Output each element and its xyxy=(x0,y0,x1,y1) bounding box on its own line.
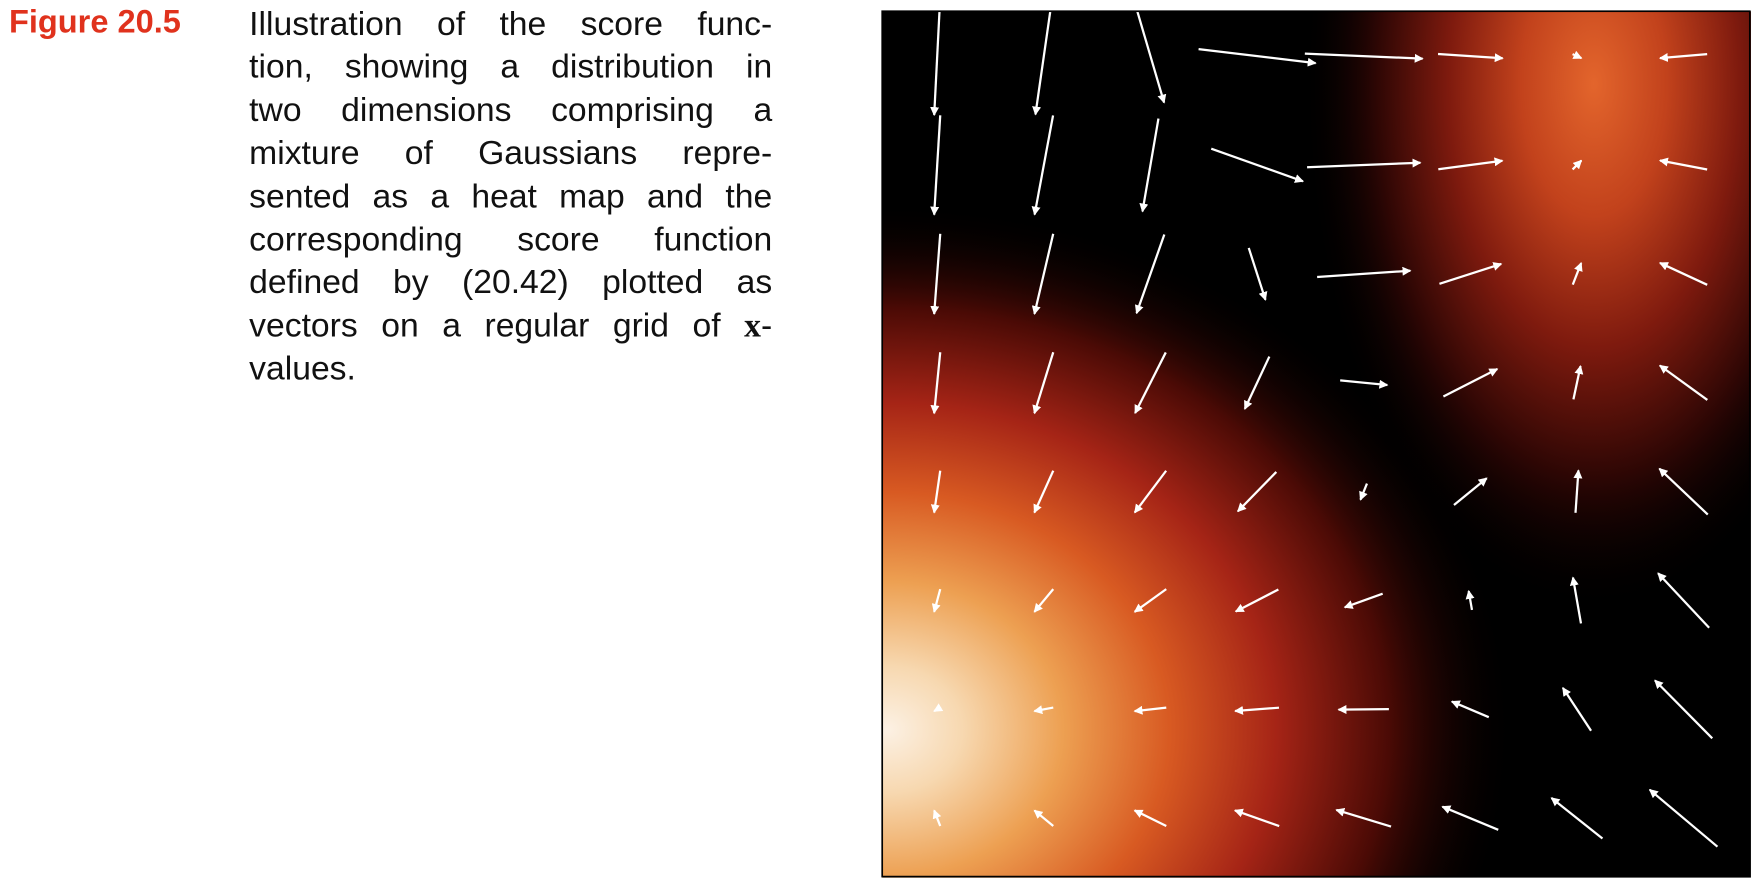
score-vector xyxy=(1439,262,1503,285)
score-vector xyxy=(931,588,942,613)
caption-line: defined by (20.42) plotted as xyxy=(249,264,773,302)
caption-line: two dimensions comprising a xyxy=(249,91,773,129)
score-vector xyxy=(1437,52,1504,63)
score-vector xyxy=(1033,588,1055,613)
score-vector xyxy=(1139,118,1160,213)
score-vector xyxy=(1247,247,1268,301)
score-vector xyxy=(1307,158,1422,169)
score-vector xyxy=(1134,234,1166,315)
caption-line: vectors on a regular grid of x- xyxy=(249,305,772,348)
score-vector xyxy=(1572,364,1584,400)
score-vector xyxy=(1304,52,1424,63)
caption-line: tion, showing a distribution in xyxy=(249,48,773,86)
score-vector xyxy=(1136,11,1167,104)
score-vector xyxy=(1233,808,1280,828)
score-vector xyxy=(1438,157,1504,171)
score-vector xyxy=(1133,588,1167,613)
caption-text: vectors on a regular grid of xyxy=(249,307,745,345)
caption-line: sented as a heat map and the xyxy=(249,177,773,216)
score-vector xyxy=(1033,470,1055,514)
score-vector xyxy=(1658,364,1708,401)
score-vector xyxy=(1658,467,1709,516)
score-vector xyxy=(932,809,942,827)
score-vector xyxy=(1337,705,1389,715)
score-vector xyxy=(1658,52,1708,62)
score-vector xyxy=(1134,351,1167,415)
score-vector xyxy=(1133,809,1167,828)
score-vector xyxy=(1198,48,1317,67)
score-vector xyxy=(1032,351,1055,415)
score-vector xyxy=(1234,705,1280,715)
score-vector xyxy=(930,233,942,316)
score-vector xyxy=(1343,592,1384,609)
score-vector xyxy=(933,703,944,713)
score-vector xyxy=(1335,807,1392,828)
score-vector xyxy=(1243,356,1271,410)
score-vector xyxy=(1133,705,1167,715)
score-vector xyxy=(1031,115,1055,216)
score-vector xyxy=(1033,705,1054,715)
score-vector xyxy=(1340,379,1389,389)
caption-line: values. xyxy=(249,350,356,388)
score-vector xyxy=(1572,50,1583,60)
score-vector xyxy=(1573,469,1583,513)
figure-caption: Illustration of the score func-tion, sho… xyxy=(249,3,772,391)
score-vector xyxy=(1317,266,1412,279)
score-vector xyxy=(1031,233,1055,316)
score-vector xyxy=(1032,11,1052,116)
score-vector xyxy=(1657,572,1710,629)
score-vector xyxy=(1550,797,1604,840)
score-vector xyxy=(1648,788,1719,848)
score-vector xyxy=(930,115,942,216)
score-vector xyxy=(1237,471,1278,513)
score-vector xyxy=(1359,483,1369,501)
score-vector xyxy=(930,11,941,117)
score-vector xyxy=(1133,470,1168,514)
math-symbol: x xyxy=(744,307,761,345)
score-vector xyxy=(1441,805,1499,831)
score-vector xyxy=(1654,679,1714,740)
score-vector xyxy=(1571,262,1583,286)
plot-frame xyxy=(881,10,1751,878)
caption-line: corresponding score function xyxy=(249,221,773,259)
caption-text: - xyxy=(760,307,773,345)
vector-field xyxy=(930,11,1719,848)
score-vector xyxy=(1033,809,1054,827)
score-vector xyxy=(1569,576,1583,624)
caption-line: mixture of Gaussians repre- xyxy=(249,134,773,172)
score-vector xyxy=(1571,159,1583,171)
score-vector xyxy=(1210,147,1304,183)
score-vector xyxy=(930,352,942,415)
score-vector xyxy=(1234,588,1279,613)
figure-label: Figure 20.5 xyxy=(8,4,181,41)
score-vector xyxy=(1658,261,1708,286)
heat-map xyxy=(882,11,1751,878)
caption-line: Illustration of the score func- xyxy=(249,5,773,43)
score-vector xyxy=(930,470,942,514)
score-vector xyxy=(1561,686,1593,732)
score-vector xyxy=(1453,477,1488,506)
score-vector xyxy=(1442,368,1499,398)
score-vector xyxy=(1450,700,1490,719)
score-vector xyxy=(1658,157,1708,171)
score-vector xyxy=(1465,589,1475,611)
